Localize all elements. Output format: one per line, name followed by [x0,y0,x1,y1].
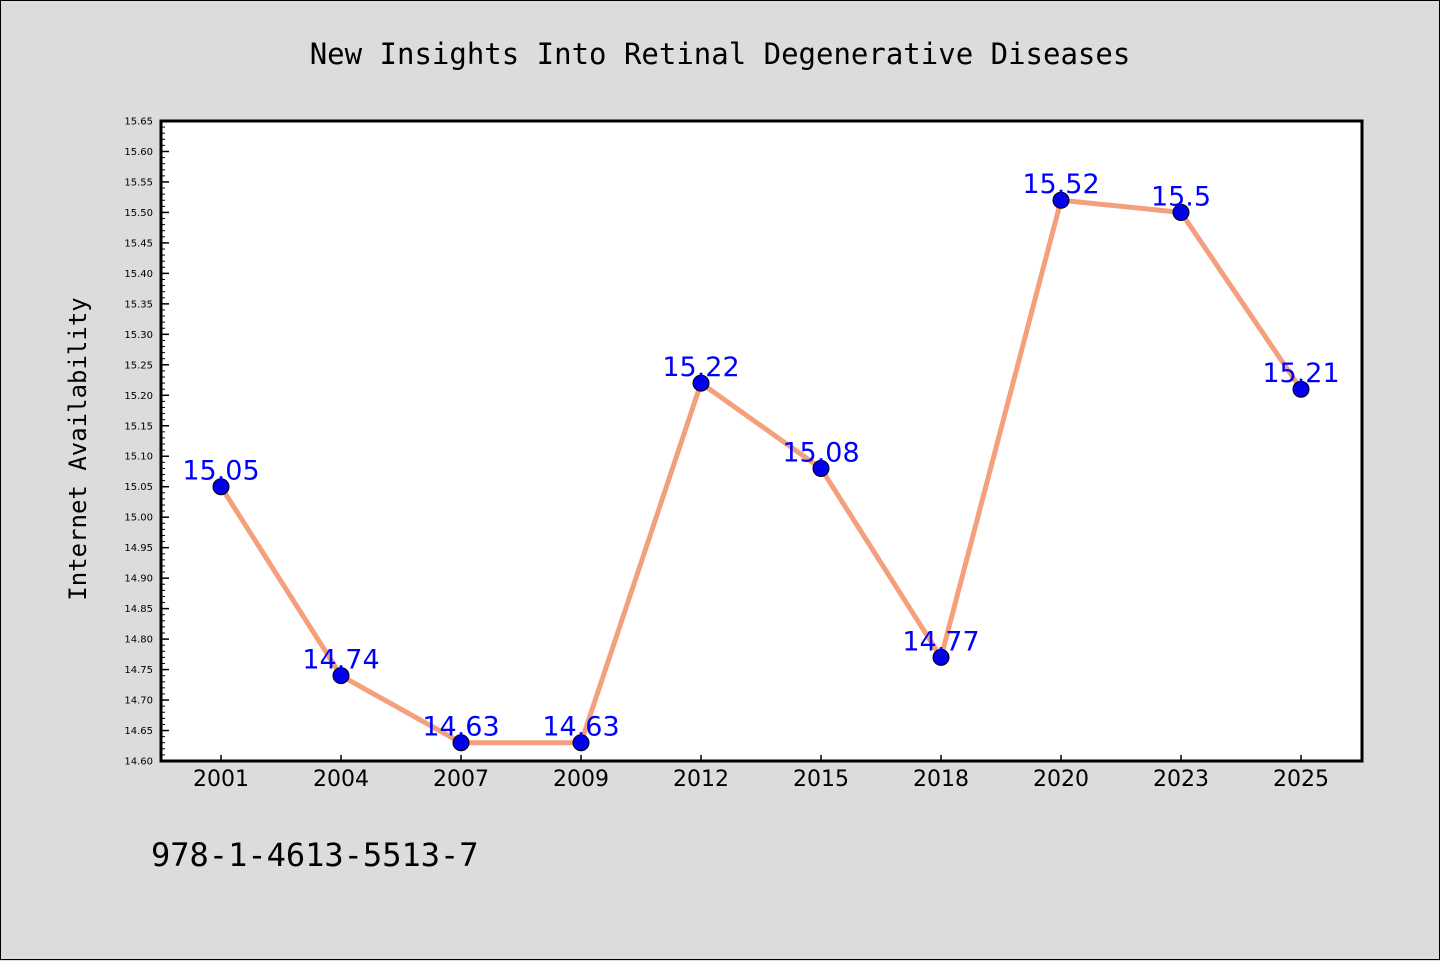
x-tick-label: 2018 [913,767,969,792]
data-labels: 15.05 14.74 14.63 14.63 15.22 15.08 14.77 15.52… [182,169,1339,742]
data-point-marker [812,459,830,477]
y-tick-label: 15.35 [124,299,153,310]
y-tick-label: 14.85 [124,604,153,615]
x-tick-label: 2015 [793,767,849,792]
y-tick-label: 15.05 [124,482,153,493]
y-tick-label: 14.95 [124,543,153,554]
data-point-marker [212,478,230,496]
data-label: 15.52 [1022,169,1099,200]
y-tick-label: 15.45 [124,238,153,249]
y-tick-label: 14.65 [124,726,153,737]
y-tick-label: 14.75 [124,665,153,676]
data-point-marker [1292,380,1310,398]
data-label: 15.08 [782,437,859,468]
data-point-marker [1052,191,1070,209]
x-tick-label: 2007 [433,767,489,792]
y-tick-label: 15.50 [124,208,153,219]
data-label: 15.21 [1262,358,1339,389]
y-tick-label: 15.10 [124,452,153,463]
data-point-marker [572,734,590,752]
x-axis: 2001 2004 2007 2009 2012 2015 2018 2020 2023 2025 [193,755,1329,792]
y-tick-label: 14.60 [124,757,153,768]
x-tick-label: 2009 [553,767,609,792]
series-path [218,197,1304,746]
x-tick-label: 2020 [1033,767,1089,792]
y-tick-label: 14.70 [124,696,153,707]
series-line [212,191,1310,752]
data-point-marker [932,648,950,666]
data-label: 14.63 [422,712,499,743]
data-label: 15.22 [662,352,739,383]
y-tick-label: 15.20 [124,391,153,402]
x-tick-label: 2023 [1153,767,1209,792]
x-tick-label: 2012 [673,767,729,792]
y-tick-label: 15.40 [124,269,153,280]
y-tick-label: 15.00 [124,513,153,524]
y-axis-label: Internet Availability [64,297,92,600]
x-tick-label: 2025 [1273,767,1329,792]
x-tick-label: 2001 [193,767,249,792]
plot-area [159,119,1364,763]
y-tick-label: 15.55 [124,177,153,188]
x-tick-label: 2004 [313,767,369,792]
y-tick-label: 15.65 [124,117,153,128]
y-axis: 14.60 14.65 14.70 14.75 14.80 14.85 14.90 14.95… [124,117,169,768]
y-tick-label: 15.30 [124,330,153,341]
y-tick-label: 15.60 [124,147,153,158]
y-tick-label: 14.80 [124,635,153,646]
data-label: 15.05 [182,456,259,487]
chart-title: New Insights Into Retinal Degenerative D… [310,37,1131,71]
footer-isbn: 978-1-4613-5513-7 [151,836,479,874]
y-tick-label: 14.90 [124,574,153,585]
data-point-marker [452,734,470,752]
data-point-marker [692,374,710,392]
data-label: 15.5 [1151,181,1211,212]
data-point-marker [332,667,350,685]
data-label: 14.63 [542,712,619,743]
y-tick-label: 15.25 [124,360,153,371]
data-label: 14.77 [902,626,979,657]
data-point-marker [1172,203,1190,221]
y-tick-label: 15.15 [124,421,153,432]
data-label: 14.74 [302,645,379,676]
